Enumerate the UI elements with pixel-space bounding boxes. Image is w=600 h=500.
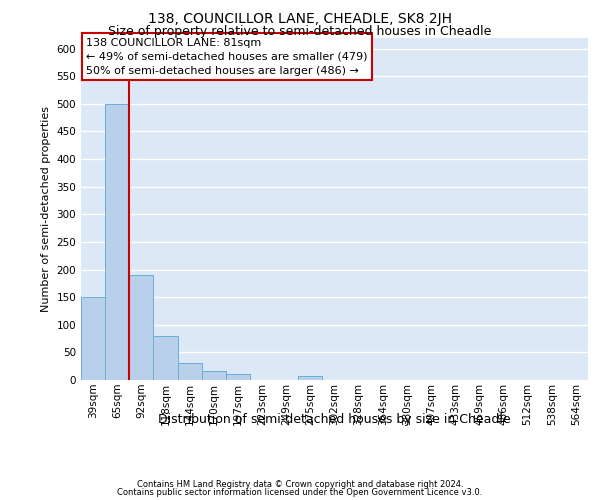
Bar bbox=[202, 370, 226, 380]
Bar bbox=[81, 297, 105, 380]
Y-axis label: Number of semi-detached properties: Number of semi-detached properties bbox=[41, 106, 51, 312]
Bar bbox=[129, 275, 154, 380]
Text: 138 COUNCILLOR LANE: 81sqm
← 49% of semi-detached houses are smaller (479)
50% o: 138 COUNCILLOR LANE: 81sqm ← 49% of semi… bbox=[86, 38, 368, 76]
Text: Size of property relative to semi-detached houses in Cheadle: Size of property relative to semi-detach… bbox=[109, 25, 491, 38]
Text: Contains public sector information licensed under the Open Government Licence v3: Contains public sector information licen… bbox=[118, 488, 482, 497]
Bar bbox=[226, 374, 250, 380]
Bar bbox=[178, 363, 202, 380]
Text: Distribution of semi-detached houses by size in Cheadle: Distribution of semi-detached houses by … bbox=[158, 412, 511, 426]
Text: 138, COUNCILLOR LANE, CHEADLE, SK8 2JH: 138, COUNCILLOR LANE, CHEADLE, SK8 2JH bbox=[148, 12, 452, 26]
Bar bbox=[105, 104, 129, 380]
Bar bbox=[154, 336, 178, 380]
Bar bbox=[298, 376, 322, 380]
Text: Contains HM Land Registry data © Crown copyright and database right 2024.: Contains HM Land Registry data © Crown c… bbox=[137, 480, 463, 489]
